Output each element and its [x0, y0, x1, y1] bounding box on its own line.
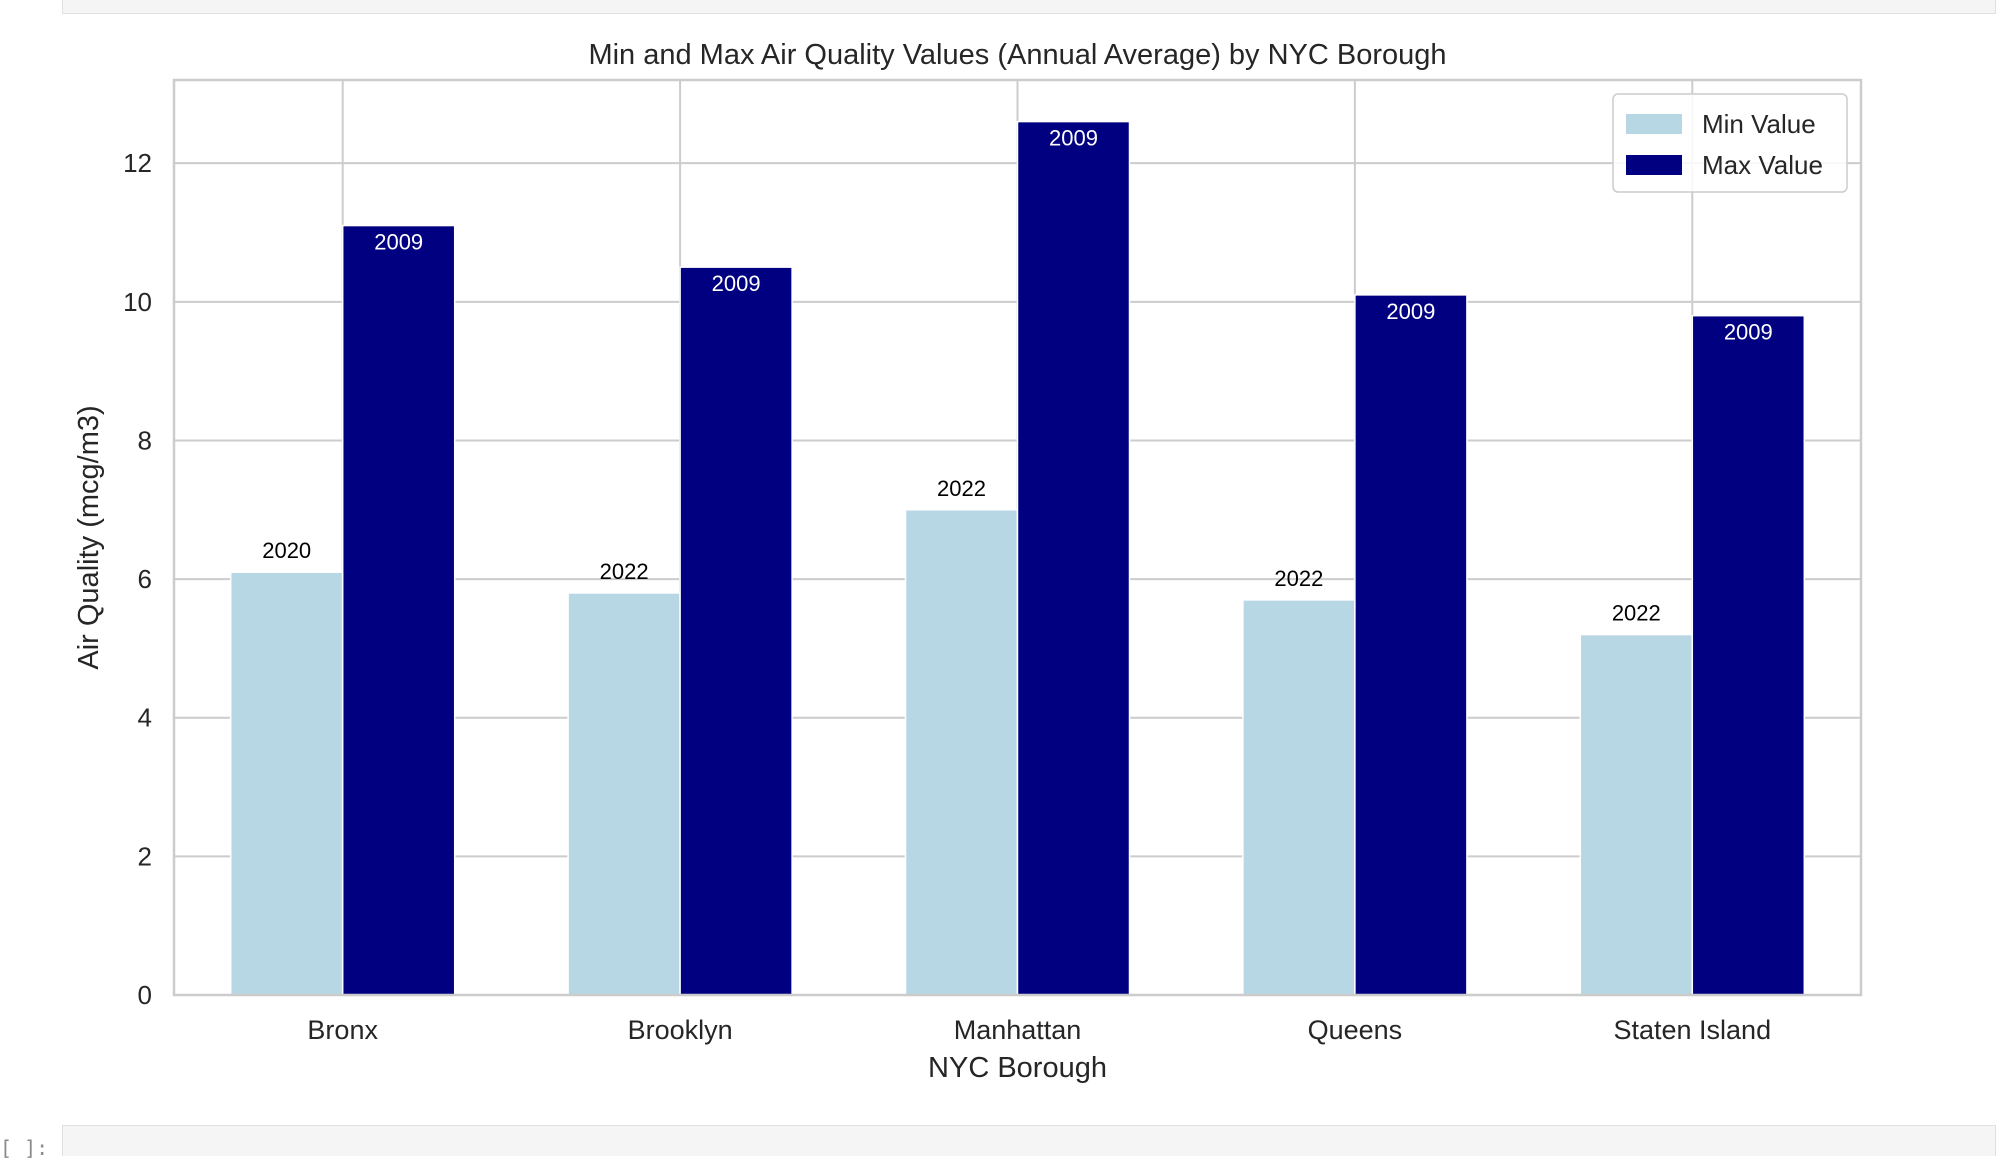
max-value-label: 2009	[1724, 320, 1773, 345]
legend: Min Value Max Value	[1612, 93, 1848, 193]
min-value-label: 2022	[937, 476, 986, 501]
x-axis-ticks: Bronx Brooklyn Manhattan Queens Staten Islan…	[307, 1015, 1771, 1045]
y-axis-ticks: 0 2 4 6 8 10 12	[123, 148, 152, 1010]
bars	[229, 120, 1806, 996]
legend-swatch	[1626, 155, 1682, 175]
plot-frame	[172, 78, 1863, 997]
y-tick-label: 4	[138, 703, 152, 733]
max-value-bar	[341, 224, 456, 996]
min-value-label: 2022	[1274, 566, 1323, 591]
max-value-label: 2009	[1049, 126, 1098, 151]
max-value-bar	[1354, 294, 1468, 996]
x-tick-label: Manhattan	[954, 1015, 1082, 1045]
max-value-label: 2009	[374, 230, 423, 255]
x-tick-label: Staten Island	[1613, 1015, 1771, 1045]
x-axis-label: NYC Borough	[928, 1052, 1107, 1084]
min-value-bar	[567, 592, 681, 996]
y-tick-label: 6	[138, 564, 152, 594]
legend-entry: Min Value	[1702, 109, 1816, 139]
y-tick-label: 2	[138, 841, 152, 871]
bar-labels: 2020 2009 2022 2009 2022 2009 2022 2009 2022 2009	[262, 126, 1773, 626]
min-value-label: 2022	[1612, 601, 1661, 626]
cell-prompt: [ ]:	[0, 1136, 49, 1160]
max-value-bar	[1691, 314, 1806, 996]
max-value-bar	[679, 266, 793, 996]
max-value-bar	[1016, 120, 1131, 996]
next-notebook-cell[interactable]	[62, 1125, 1996, 1156]
x-tick-label: Bronx	[307, 1015, 378, 1045]
max-value-label: 2009	[712, 271, 761, 296]
min-value-bar	[1242, 599, 1356, 996]
legend-swatch	[1626, 114, 1682, 134]
x-tick-label: Brooklyn	[628, 1015, 733, 1045]
legend-entry: Max Value	[1702, 150, 1823, 180]
chart-title: Min and Max Air Quality Values (Annual A…	[588, 39, 1446, 71]
min-value-label: 2022	[600, 559, 649, 584]
y-axis-label: Air Quality (mcg/m3)	[73, 405, 105, 669]
y-tick-label: 8	[138, 425, 152, 455]
y-tick-label: 10	[123, 287, 152, 317]
min-value-bar	[229, 571, 344, 996]
y-tick-label: 12	[123, 148, 152, 178]
min-value-bar	[1579, 633, 1694, 996]
bar-chart: 2020 2009 2022 2009 2022 2009 2022 2009 2022 2009…	[73, 39, 1863, 1084]
max-value-label: 2009	[1386, 299, 1435, 324]
x-tick-label: Queens	[1308, 1015, 1403, 1045]
y-tick-label: 0	[138, 980, 152, 1010]
min-value-bar	[904, 509, 1019, 996]
min-value-label: 2020	[262, 538, 311, 563]
